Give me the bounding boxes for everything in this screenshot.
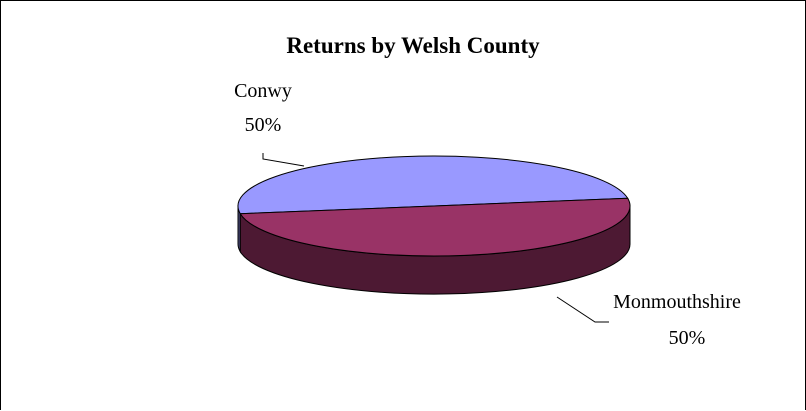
data-label-conwy-name: Conwy xyxy=(234,80,292,102)
data-label-monmouthshire-name: Monmouthshire xyxy=(613,291,741,313)
chart-title: Returns by Welsh County xyxy=(286,33,540,58)
pie-slice-monmouthshire xyxy=(239,197,631,257)
leader-line-monmouthshire xyxy=(556,296,609,323)
leader-line-conwy xyxy=(262,153,305,167)
data-label-conwy-percent: 50% xyxy=(245,114,282,136)
pie-slice-conwy xyxy=(237,155,629,215)
data-label-monmouthshire-percent: 50% xyxy=(669,327,706,349)
